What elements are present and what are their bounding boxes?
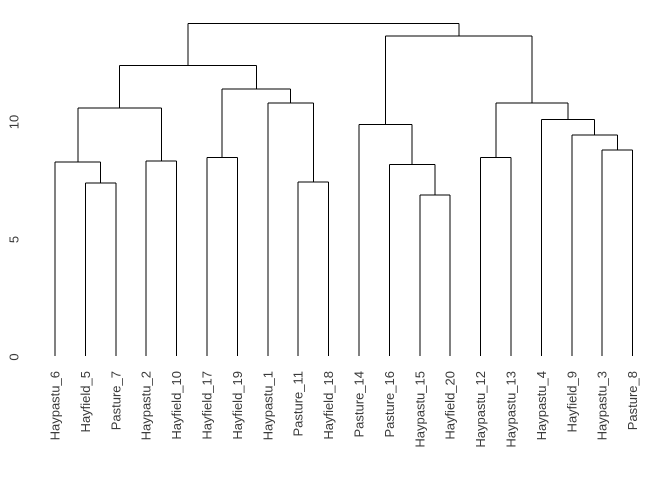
y-axis: 0 5 10 xyxy=(7,115,22,361)
leaf-label: Hayfield_20 xyxy=(443,371,458,440)
leaf-label: Haypastu_13 xyxy=(504,371,519,448)
leaf-label: Hayfield_19 xyxy=(230,371,245,440)
leaf-label: Pasture_11 xyxy=(291,371,306,437)
leaf-label: Haypastu_12 xyxy=(473,371,488,448)
y-axis-tick-label: 0 xyxy=(7,353,22,360)
leaf-label: Hayfield_17 xyxy=(200,371,215,440)
leaf-label: Haypastu_15 xyxy=(412,371,427,448)
leaf-label: Haypastu_2 xyxy=(139,371,154,440)
leaf-label: Hayfield_18 xyxy=(321,371,336,440)
leaf-label: Haypastu_6 xyxy=(48,371,63,440)
y-axis-tick-label: 10 xyxy=(7,115,22,129)
leaf-label: Pasture_14 xyxy=(352,371,367,438)
leaf-label: Pasture_16 xyxy=(382,371,397,438)
leaf-label: Hayfield_5 xyxy=(78,371,93,432)
leaf-label: Pasture_7 xyxy=(108,371,123,430)
leaf-label: Hayfield_9 xyxy=(564,371,579,432)
leaf-label: Haypastu_1 xyxy=(260,371,275,440)
y-axis-tick-label: 5 xyxy=(7,236,22,243)
leaf-label: Haypastu_3 xyxy=(595,371,610,440)
leaf-label: Hayfield_10 xyxy=(169,371,184,440)
leaf-label: Pasture_8 xyxy=(625,371,640,430)
dendrogram-links xyxy=(54,22,634,356)
leaf-label: Haypastu_4 xyxy=(534,371,549,440)
leaf-labels: Haypastu_6 Hayfield_5 Pasture_7 Haypastu_2 H… xyxy=(48,371,641,448)
